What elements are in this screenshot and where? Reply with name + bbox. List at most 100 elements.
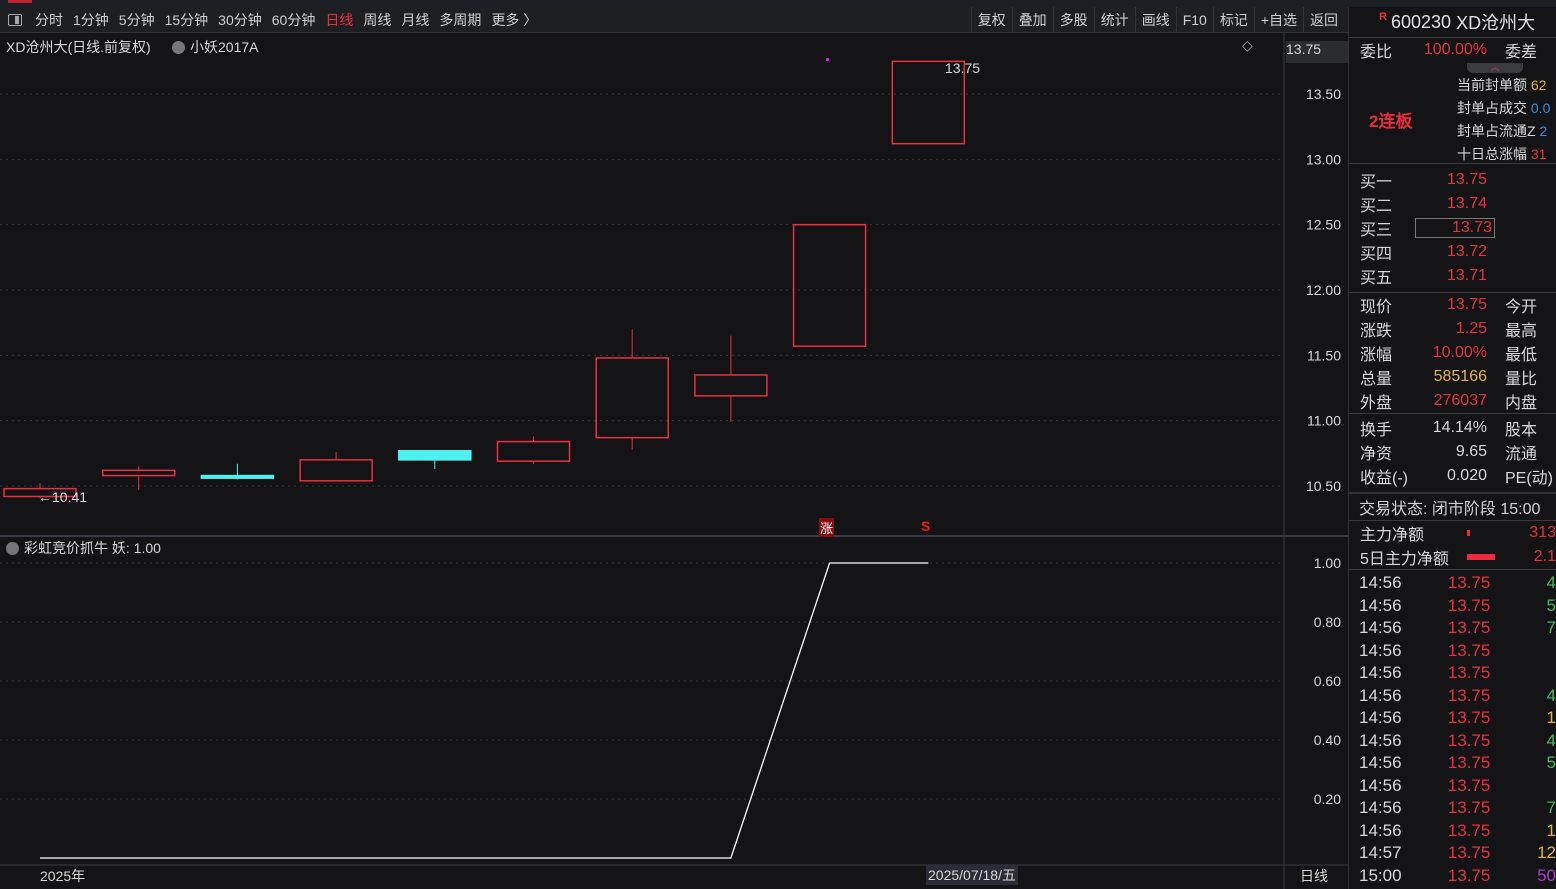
tick-row: 14:57 13.75 12	[1359, 843, 1556, 863]
indicator-name: 小妖2017A	[190, 39, 259, 55]
seal-info: ︿ 2连板 当前封单额 62 封单占成交 0.0 封单占流通Z 2 十日总涨幅 31	[1349, 61, 1556, 163]
cursor-price-label: 13.75	[1286, 41, 1348, 63]
indicator-selector[interactable]: 小妖2017A	[172, 37, 258, 57]
tick-row: 14:56 13.75 1	[1359, 708, 1556, 728]
indicator-value: 妖: 1.00	[111, 540, 161, 556]
period-tab[interactable]: 15分钟	[164, 11, 209, 28]
candle-body[interactable]	[398, 449, 472, 461]
candle-body[interactable]	[891, 60, 966, 145]
price-tick: 11.00	[1307, 413, 1341, 429]
low-price-label: ←10.41	[38, 489, 88, 505]
candle-body[interactable]	[595, 357, 669, 439]
quote-row: 换手 14.14% 股本	[1360, 419, 1538, 439]
period-label: 日线	[1300, 868, 1328, 884]
quote-panel: R 600230 XD沧州大 委比 100.00% 委差 ︿ 2连板 当前封单额 62…	[1348, 7, 1556, 889]
period-tab[interactable]: 分时	[35, 11, 63, 28]
toolbar-action-button[interactable]: 叠加	[1011, 7, 1053, 33]
period-tab[interactable]: 周线	[363, 11, 392, 28]
marker-dot	[826, 58, 829, 61]
price-tick: 10.50	[1306, 478, 1341, 494]
flow-bar	[1467, 530, 1470, 536]
toolbar-action-button[interactable]: 画线	[1134, 7, 1176, 33]
chevron-down-icon[interactable]	[6, 541, 19, 555]
capital-flow-row: 5日主力净额 2.1	[1360, 548, 1556, 568]
period-tab[interactable]: 1分钟	[73, 11, 109, 28]
flow-bar	[1467, 554, 1495, 560]
toolbar-action-button[interactable]: 多股	[1052, 7, 1094, 33]
period-tab[interactable]: 5分钟	[118, 11, 155, 28]
diamond-icon[interactable]: ◇	[1242, 37, 1253, 53]
quote-row: 净资 9.65 流通	[1360, 443, 1538, 463]
candle-body[interactable]	[299, 459, 373, 482]
toolbar-action-button[interactable]: F10	[1175, 7, 1213, 33]
top-strip	[0, 0, 1556, 7]
period-tab[interactable]: 60分钟	[271, 11, 316, 28]
indicator-tick: 0.60	[1314, 673, 1341, 689]
period-tab[interactable]: 30分钟	[218, 11, 262, 28]
candle-body[interactable]	[694, 374, 768, 397]
tick-row: 14:56 13.75 7	[1359, 798, 1556, 818]
period-tab[interactable]: 日线	[325, 11, 354, 28]
period-toolbar: 分时 1分钟 5分钟 15分钟 30分钟 60分钟 日线 周线 月线 多周期 更多 〉 复权 叠加 多股…	[0, 7, 1348, 33]
x-axis-year: 2025年	[40, 868, 86, 884]
seal-item: 当前封单额 62	[1457, 77, 1547, 93]
toolbar-action-button[interactable]: 标记	[1212, 7, 1254, 33]
sidebar-toggle-icon[interactable]	[8, 13, 22, 26]
quote-row: 涨幅 10.00% 最低	[1360, 344, 1538, 364]
price-tick: 12.50	[1306, 217, 1341, 233]
cursor-date-label: 2025/07/18/五	[926, 865, 1018, 885]
chevron-down-icon	[172, 40, 185, 54]
indicator-line	[40, 562, 929, 859]
chart-title: XD沧州大(日线.前复权)	[6, 39, 151, 55]
weibi-row: 委比 100.00% 委差	[1349, 37, 1556, 61]
candle-body[interactable]	[200, 474, 275, 479]
candle-body[interactable]	[3, 487, 77, 498]
collapse-button[interactable]: ︿	[1467, 63, 1523, 73]
candle-body[interactable]	[496, 440, 571, 462]
quote-row: 现价 13.75 今开	[1360, 296, 1538, 316]
quote-row: 涨跌 1.25 最高	[1360, 320, 1538, 340]
period-tab[interactable]: 更多 〉	[491, 11, 538, 28]
price-tick: 11.50	[1307, 347, 1341, 363]
bid-row: 买一 13.75	[1360, 171, 1487, 191]
tick-row: 14:56 13.75 7	[1359, 618, 1556, 638]
quote-row: 收益(-) 0.020 PE(动)	[1360, 467, 1554, 487]
seal-item: 十日总涨幅 31	[1457, 146, 1547, 162]
bid-row: 买二 13.74	[1360, 195, 1487, 215]
tick-row: 14:56 13.75 4	[1359, 730, 1556, 750]
period-tab[interactable]: 多周期	[439, 11, 482, 28]
limit-up-marker: 涨	[819, 518, 835, 537]
indicator-tick: 0.80	[1314, 614, 1341, 630]
streak-label: 2连板	[1369, 112, 1413, 131]
high-price-label: 13.75	[945, 60, 981, 76]
sub-chart-title: 彩虹竞价抓牛 妖: 1.00	[6, 538, 161, 558]
toolbar-action-button[interactable]: 统计	[1093, 7, 1135, 33]
indicator-tick: 0.40	[1314, 732, 1341, 748]
bid-row: 买四 13.72	[1360, 243, 1487, 263]
toolbar-action-button[interactable]: +自选	[1253, 7, 1303, 33]
bid-row: 买五 13.71	[1360, 267, 1487, 287]
seal-item: 封单占成交 0.0	[1457, 100, 1551, 116]
tick-row: 14:56 13.75 4	[1359, 685, 1556, 705]
price-tick: 12.00	[1306, 282, 1341, 298]
price-tick: 13.50	[1306, 86, 1341, 102]
s-marker: S	[921, 518, 931, 534]
trade-status: 交易状态: 闭市阶段 15:00	[1349, 492, 1556, 520]
price-tick: 13.00	[1306, 151, 1341, 167]
tick-row: 14:56 13.75	[1359, 640, 1491, 660]
quote-row: 总量 585166 量比	[1360, 368, 1538, 388]
kline-chart[interactable]: 13.50 13.00 12.50 12.00 11.50 11.00 10.50 1.00 0…	[0, 33, 1348, 889]
toolbar-action-button[interactable]: 复权	[970, 7, 1012, 33]
period-tab[interactable]: 月线	[401, 11, 430, 28]
capital-flow-row: 主力净额 313	[1360, 524, 1556, 544]
tick-row: 14:56 13.75 5	[1359, 595, 1556, 615]
tick-row: 14:56 13.75 1	[1359, 820, 1556, 840]
toolbar-action-button[interactable]: 返回	[1303, 7, 1344, 33]
tick-row: 14:56 13.75 5	[1359, 753, 1556, 773]
seal-item: 封单占流通Z 2	[1457, 123, 1548, 139]
bid-row: 买三 13.73	[1349, 216, 1556, 240]
indicator-tick: 0.20	[1314, 791, 1341, 807]
candle-body[interactable]	[101, 469, 176, 477]
tick-row: 14:56 13.75 4	[1359, 573, 1556, 593]
candle-body[interactable]	[792, 223, 867, 347]
